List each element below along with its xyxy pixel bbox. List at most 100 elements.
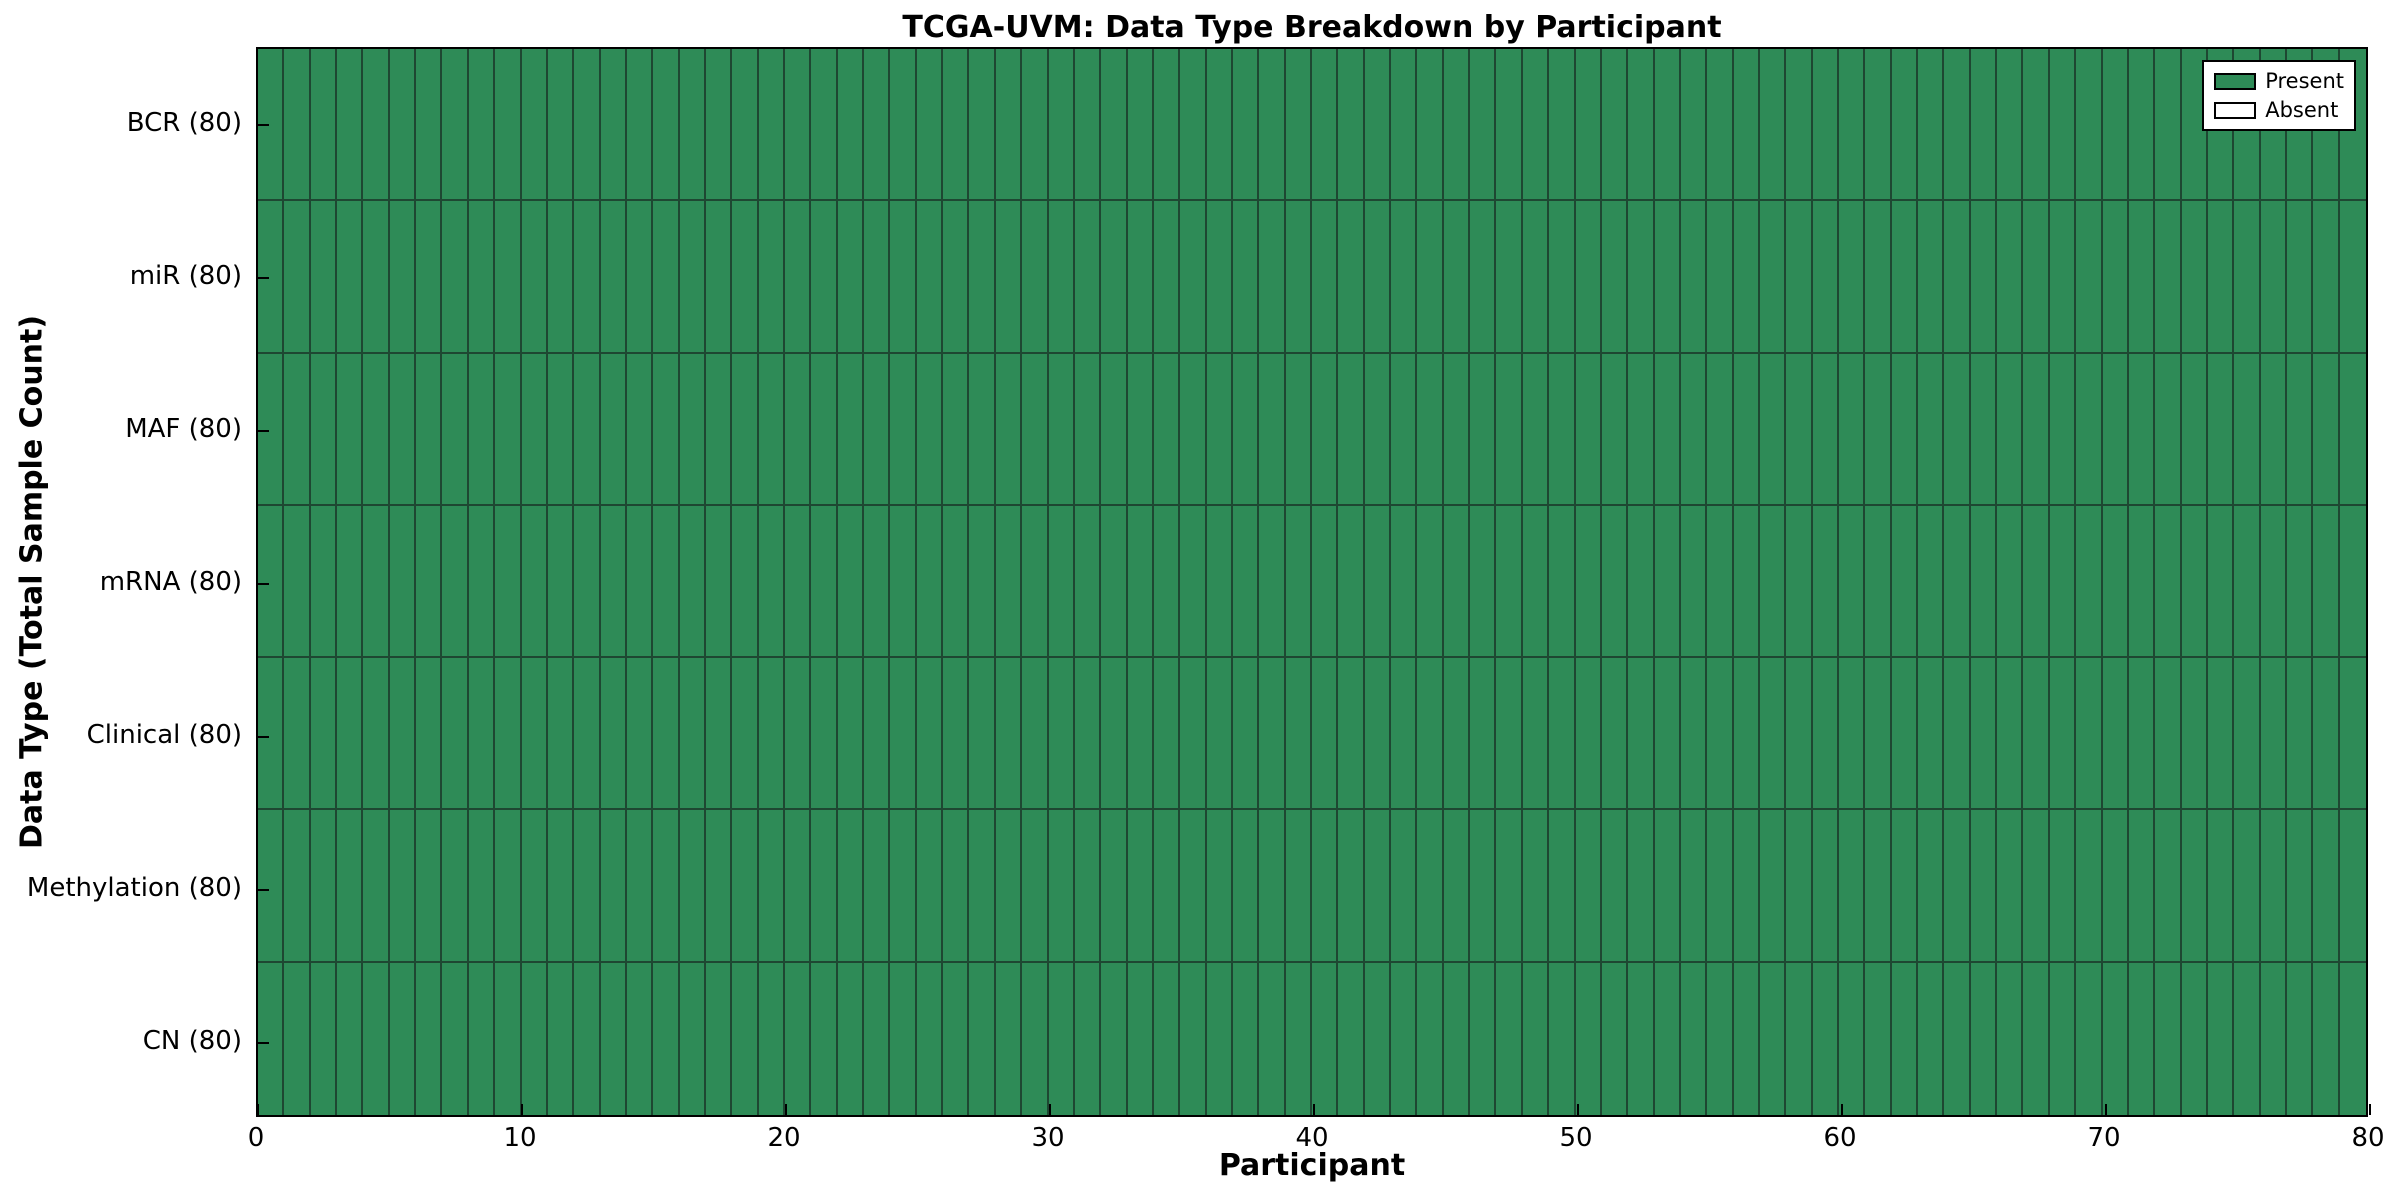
- heatmap-cell: [1259, 658, 1286, 811]
- heatmap-cell: [1285, 49, 1312, 202]
- heatmap-cell: [1153, 658, 1181, 811]
- heatmap-cell: [705, 201, 733, 354]
- heatmap-cell: [1391, 201, 1418, 354]
- heatmap-cell: [811, 810, 838, 963]
- heatmap-cell: [1601, 505, 1629, 659]
- heatmap-cell: [864, 353, 891, 506]
- heatmap-cell: [1232, 505, 1260, 659]
- heatmap-cell: [258, 658, 285, 811]
- heatmap-cell: [2181, 962, 2208, 1115]
- x-tick-mark: [1049, 1104, 1051, 1115]
- heatmap-cell: [1285, 353, 1312, 506]
- plot-area: Present Absent: [256, 47, 2371, 1117]
- heatmap-cell: [890, 962, 917, 1115]
- heatmap-cell: [1944, 353, 1971, 506]
- heatmap-cell: [337, 810, 364, 963]
- heatmap-cell: [1865, 201, 1892, 354]
- heatmap-cell: [2023, 505, 2050, 659]
- heatmap-cell: [1707, 201, 1734, 354]
- heatmap-cell: [1654, 810, 1681, 963]
- heatmap-cell: [337, 505, 364, 659]
- heatmap-cell: [1970, 353, 1998, 506]
- heatmap-cell: [1127, 505, 1154, 659]
- heatmap-cell: [1601, 810, 1629, 963]
- heatmap-cell: [679, 49, 706, 202]
- heatmap-cell: [442, 658, 469, 811]
- heatmap-cell: [1707, 353, 1734, 506]
- heatmap-cell: [679, 658, 706, 811]
- heatmap-cell: [1786, 49, 1813, 202]
- heatmap-cell: [258, 505, 285, 659]
- heatmap-cell: [363, 962, 390, 1115]
- heatmap-cell: [1680, 962, 1708, 1115]
- heatmap-cell: [758, 505, 785, 659]
- heatmap-cell: [943, 658, 970, 811]
- heatmap-cell: [1997, 505, 2024, 659]
- heatmap-cell: [2155, 49, 2182, 202]
- heatmap-cell: [258, 810, 285, 963]
- heatmap-cell: [442, 962, 469, 1115]
- heatmap-cell: [653, 658, 680, 811]
- heatmap-cell: [2234, 962, 2261, 1115]
- heatmap-cell: [2339, 962, 2366, 1115]
- heatmap-cell: [837, 505, 865, 659]
- heatmap-cell: [732, 201, 759, 354]
- heatmap-cell: [521, 810, 548, 963]
- x-tick-mark: [1577, 1104, 1579, 1115]
- heatmap-cell: [1812, 353, 1839, 506]
- heatmap-cell: [1153, 49, 1181, 202]
- heatmap-cell: [1575, 962, 1602, 1115]
- heatmap-cell: [1312, 505, 1339, 659]
- heatmap-cell: [1180, 962, 1207, 1115]
- heatmap-cell: [1759, 810, 1787, 963]
- heatmap-cell: [890, 201, 917, 354]
- heatmap-cell: [1048, 49, 1075, 202]
- heatmap-cell: [1865, 49, 1892, 202]
- heatmap-cell: [1865, 810, 1892, 963]
- heatmap-cell: [837, 810, 865, 963]
- heatmap-cell: [1891, 810, 1919, 963]
- heatmap-cell: [705, 505, 733, 659]
- heatmap-cell: [1206, 505, 1233, 659]
- heatmap-cell: [442, 810, 469, 963]
- heatmap-cell: [1680, 505, 1708, 659]
- heatmap-cell: [679, 353, 706, 506]
- heatmap-cell: [495, 658, 522, 811]
- heatmap-cell: [1338, 962, 1365, 1115]
- heatmap-cell: [864, 810, 891, 963]
- x-tick-mark: [521, 1104, 523, 1115]
- heatmap-cell: [1127, 49, 1154, 202]
- heatmap-cell: [1601, 201, 1629, 354]
- heatmap-cell: [1654, 962, 1681, 1115]
- x-tick-label: 30: [1031, 1123, 1065, 1153]
- heatmap-cell: [1549, 658, 1576, 811]
- heatmap-cell: [416, 658, 443, 811]
- heatmap-cell: [2260, 962, 2287, 1115]
- heatmap-cell: [1364, 962, 1392, 1115]
- heatmap-cell: [1153, 810, 1181, 963]
- heatmap-cell: [1417, 810, 1444, 963]
- heatmap-cell: [1180, 49, 1207, 202]
- heatmap-cell: [1575, 505, 1602, 659]
- heatmap-cell: [1891, 201, 1919, 354]
- heatmap-cell: [2339, 810, 2366, 963]
- heatmap-cell: [468, 201, 496, 354]
- heatmap-cell: [2155, 505, 2182, 659]
- heatmap-cell: [943, 353, 970, 506]
- heatmap-cell: [1654, 201, 1681, 354]
- heatmap-cell: [1522, 49, 1550, 202]
- heatmap-cell: [890, 658, 917, 811]
- legend-label-absent: Absent: [2265, 98, 2339, 122]
- legend-label-present: Present: [2265, 69, 2344, 93]
- heatmap-cell: [1812, 505, 1839, 659]
- heatmap-cell: [1918, 658, 1945, 811]
- heatmap-cell: [2260, 201, 2287, 354]
- heatmap-cell: [1048, 353, 1075, 506]
- heatmap-cell: [1628, 201, 1655, 354]
- heatmap-cell: [626, 962, 654, 1115]
- heatmap-cell: [1101, 505, 1128, 659]
- heatmap-cell: [2076, 962, 2103, 1115]
- heatmap-cell: [2339, 658, 2366, 811]
- heatmap-cell: [1549, 49, 1576, 202]
- heatmap-cell: [1443, 810, 1471, 963]
